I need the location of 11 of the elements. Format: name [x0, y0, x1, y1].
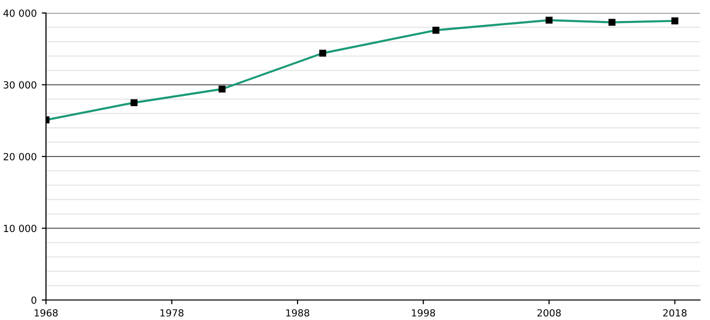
y-tick-label: 40 000 [3, 9, 36, 17]
x-tick-label: 1988 [286, 309, 310, 317]
y-tick-label: 0 [31, 296, 36, 304]
x-tick-label: 1978 [160, 309, 184, 317]
x-tick-label: 2008 [537, 309, 561, 317]
x-tick-label: 1968 [34, 309, 58, 317]
y-tick-label: 20 000 [4, 152, 36, 160]
y-tick-label: 10 000 [4, 224, 36, 232]
x-tick-label: 1998 [412, 309, 436, 317]
y-tick-label: 30 000 [4, 81, 36, 89]
x-tick-label: 2018 [663, 309, 687, 317]
